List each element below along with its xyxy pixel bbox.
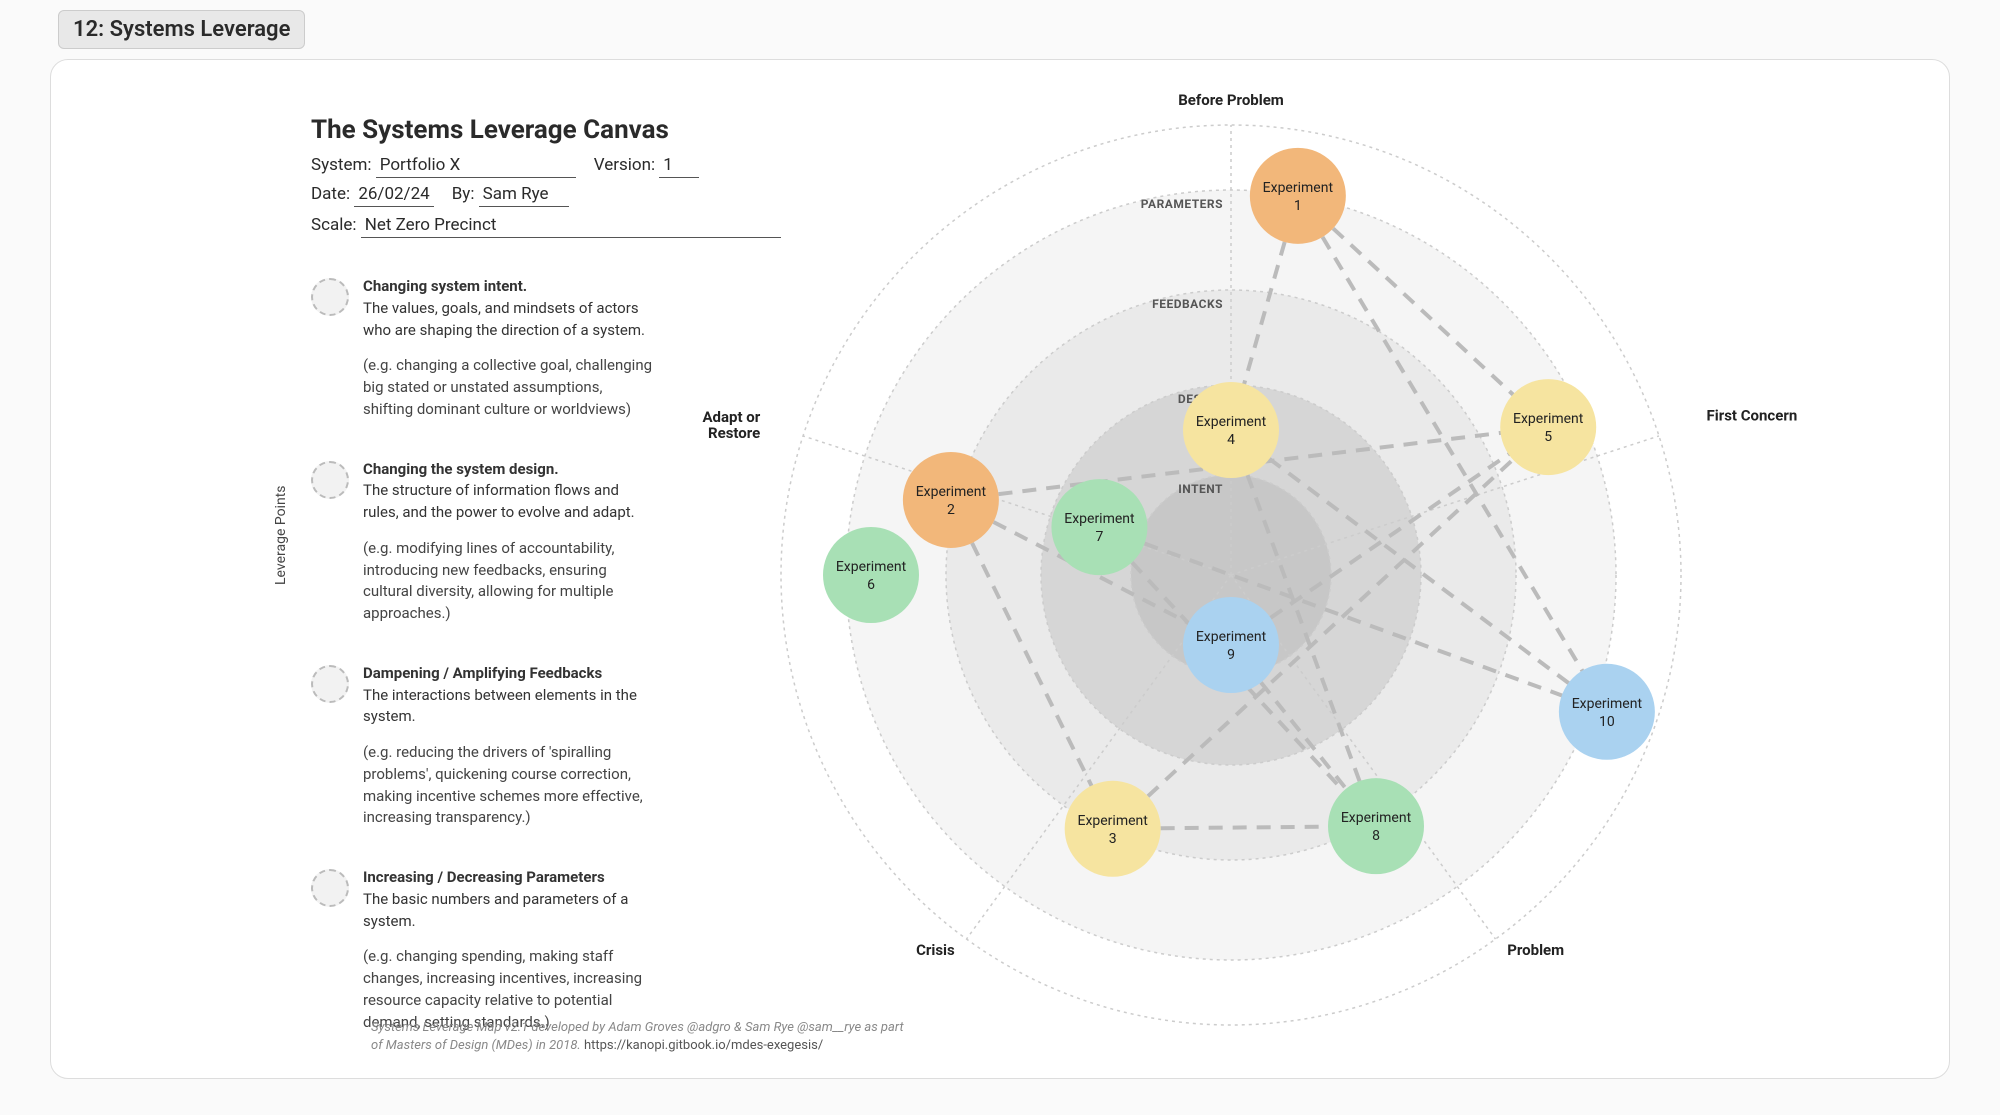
- by-value: Sam Rye: [479, 184, 569, 207]
- leverage-point-text: Dampening / Amplifying Feedbacks The int…: [363, 663, 653, 829]
- date-label: Date:: [311, 184, 350, 204]
- leverage-point-text: Changing system intent. The values, goal…: [363, 276, 653, 421]
- svg-text:Before Problem: Before Problem: [1178, 91, 1284, 109]
- scale-label: Scale:: [311, 215, 357, 235]
- leverage-point-sub: The basic numbers and parameters of a sy…: [363, 890, 628, 930]
- meta-row-1: System: Portfolio X Version: 1 Date: 26/…: [311, 155, 781, 207]
- leverage-dot-icon: [311, 461, 349, 499]
- leverage-point-item: Changing system intent. The values, goal…: [311, 276, 781, 421]
- canvas-title: The Systems Leverage Canvas: [311, 115, 781, 145]
- experiment-node[interactable]: Experiment4: [1183, 382, 1279, 478]
- canvas-inner: The Systems Leverage Canvas System: Port…: [311, 115, 1741, 1055]
- experiment-node[interactable]: Experiment5: [1500, 379, 1596, 475]
- svg-text:First Concern: First Concern: [1707, 406, 1798, 424]
- canvas-frame: The Systems Leverage Canvas System: Port…: [50, 59, 1950, 1079]
- leverage-point-item: Dampening / Amplifying Feedbacks The int…: [311, 663, 781, 829]
- experiment-node[interactable]: Experiment8: [1328, 778, 1424, 874]
- meta-row-2: Scale: Net Zero Precinct: [311, 215, 781, 238]
- leverage-point-sub: The values, goals, and mindsets of actor…: [363, 299, 645, 339]
- experiment-node[interactable]: Experiment7: [1051, 479, 1147, 575]
- experiment-node[interactable]: Experiment6: [823, 527, 919, 623]
- leverage-point-example: (e.g. changing a collective goal, challe…: [363, 355, 653, 420]
- system-value: Portfolio X: [376, 155, 576, 178]
- leverage-point-title: Dampening / Amplifying Feedbacks: [363, 664, 602, 682]
- svg-text:FEEDBACKS: FEEDBACKS: [1152, 297, 1223, 311]
- leverage-point-sub: The interactions between elements in the…: [363, 686, 637, 726]
- experiment-node[interactable]: Experiment2: [903, 452, 999, 548]
- system-label: System:: [311, 155, 372, 175]
- svg-text:INTENT: INTENT: [1178, 482, 1223, 496]
- leverage-diagram: INTENTDESIGNFEEDBACKSPARAMETERSBefore Pr…: [731, 105, 1731, 1045]
- version-value: 1: [659, 155, 699, 178]
- leverage-point-text: Increasing / Decreasing Parameters The b…: [363, 867, 653, 1033]
- leverage-point-title: Changing system intent.: [363, 277, 527, 295]
- experiment-node[interactable]: Experiment10: [1559, 664, 1655, 760]
- leverage-point-example: (e.g. reducing the drivers of 'spirallin…: [363, 742, 653, 829]
- experiment-node[interactable]: Experiment3: [1065, 781, 1161, 877]
- by-label: By:: [452, 184, 475, 204]
- experiment-node[interactable]: Experiment1: [1250, 148, 1346, 244]
- leverage-point-sub: The structure of information flows and r…: [363, 481, 635, 521]
- version-label: Version:: [594, 155, 655, 175]
- leverage-point-text: Changing the system design. The structur…: [363, 459, 653, 625]
- leverage-points-list: Changing system intent. The values, goal…: [311, 276, 781, 1033]
- leverage-point-example: (e.g. modifying lines of accountability,…: [363, 538, 653, 625]
- scale-value: Net Zero Precinct: [361, 215, 781, 238]
- leverage-point-title: Increasing / Decreasing Parameters: [363, 868, 605, 886]
- leverage-dot-icon: [311, 869, 349, 907]
- date-value: 26/02/24: [354, 184, 433, 207]
- leverage-point-item: Changing the system design. The structur…: [311, 459, 781, 625]
- tab-label: 12: Systems Leverage: [58, 10, 305, 49]
- leverage-point-title: Changing the system design.: [363, 460, 559, 478]
- leverage-point-item: Increasing / Decreasing Parameters The b…: [311, 867, 781, 1033]
- experiment-node[interactable]: Experiment9: [1183, 597, 1279, 693]
- leverage-dot-icon: [311, 665, 349, 703]
- svg-text:Problem: Problem: [1507, 941, 1564, 959]
- leverage-points-side-label: Leverage Points: [273, 485, 289, 585]
- left-column: The Systems Leverage Canvas System: Port…: [311, 115, 781, 1033]
- svg-text:PARAMETERS: PARAMETERS: [1141, 197, 1223, 211]
- svg-text:Adapt orRestore: Adapt orRestore: [702, 408, 760, 442]
- leverage-dot-icon: [311, 278, 349, 316]
- svg-text:Crisis: Crisis: [916, 941, 955, 959]
